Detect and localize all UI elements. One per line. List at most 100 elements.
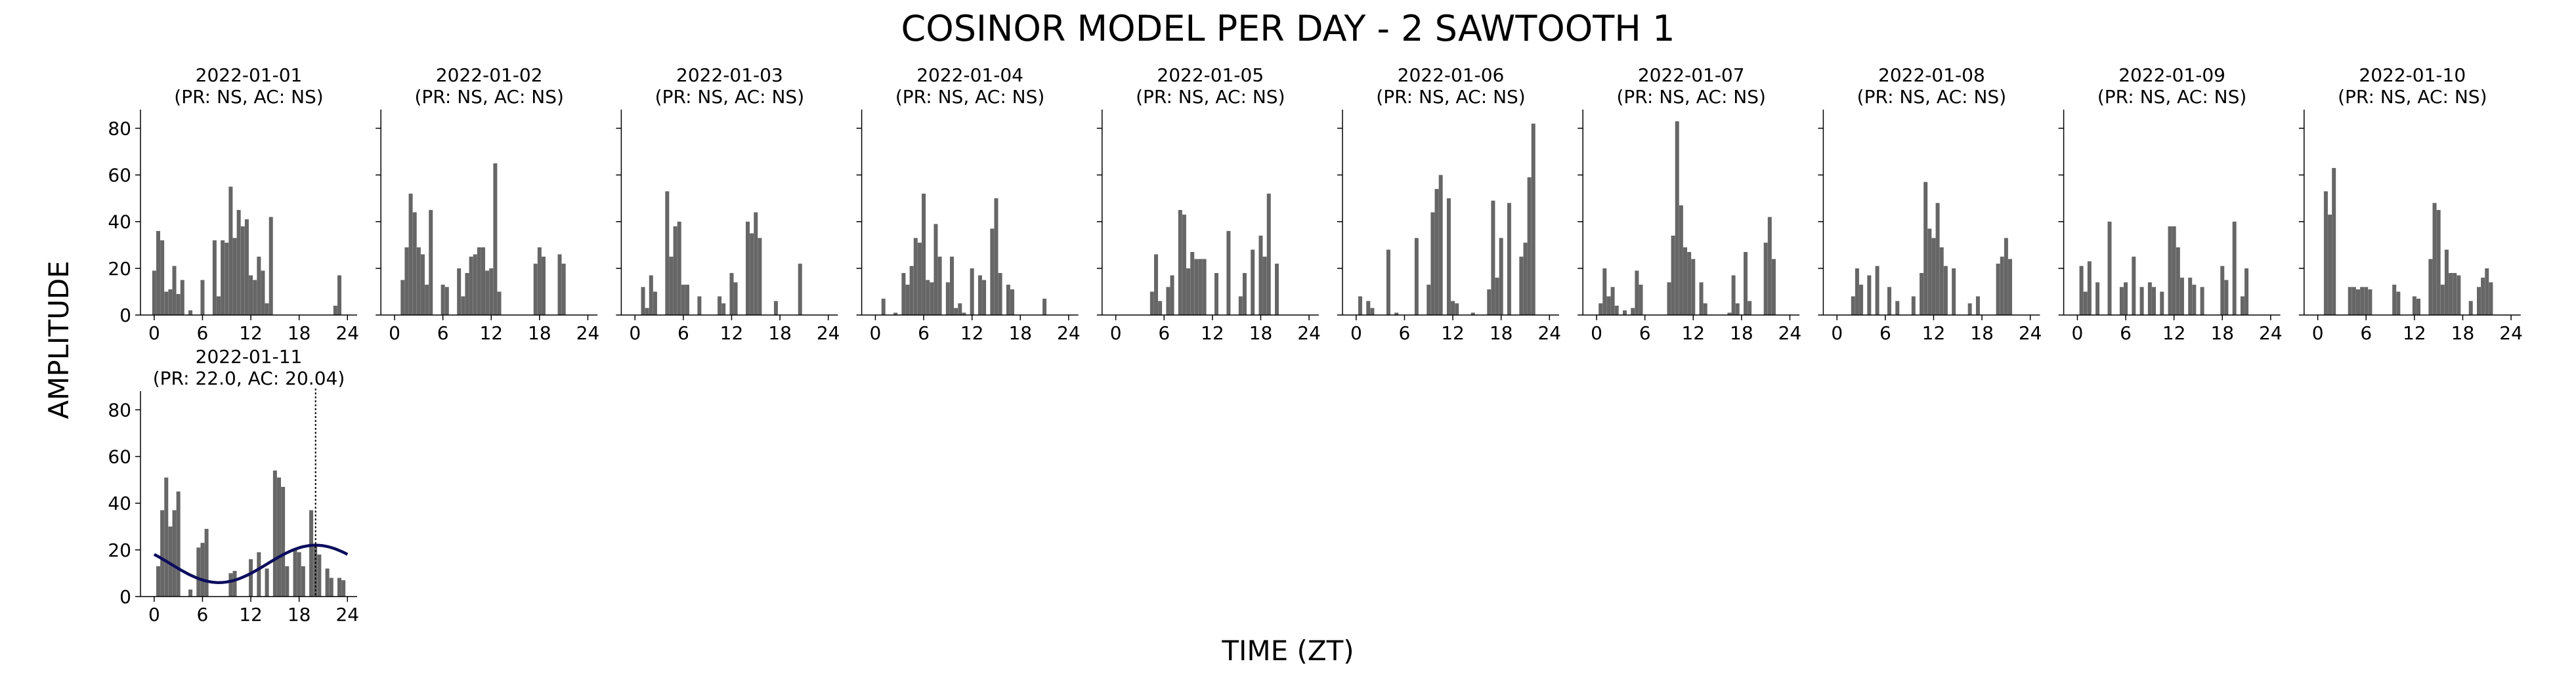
bar bbox=[337, 275, 342, 315]
bar bbox=[225, 242, 229, 315]
x-tick-label: 12 bbox=[1441, 322, 1465, 344]
bar bbox=[1671, 236, 1675, 315]
bar bbox=[1366, 301, 1371, 315]
x-tick-label: 12 bbox=[1681, 322, 1705, 344]
bar bbox=[408, 194, 413, 315]
bar bbox=[2364, 287, 2369, 315]
bar bbox=[1358, 296, 1362, 315]
bar bbox=[1622, 310, 1627, 315]
bar bbox=[2428, 259, 2433, 315]
bar bbox=[341, 580, 346, 597]
x-tick-label: 12 bbox=[239, 604, 263, 625]
panels: 2022-01-01(PR: NS, AC: NS)0 6 12 18 24020406… bbox=[108, 64, 2523, 625]
x-tick-label: 18 bbox=[2451, 322, 2475, 344]
bar bbox=[1767, 217, 1772, 315]
bar bbox=[1935, 203, 1940, 315]
x-tick-label: 0 bbox=[2312, 322, 2324, 344]
bar bbox=[196, 547, 201, 597]
x-tick-label: 24 bbox=[2259, 322, 2283, 344]
bar bbox=[1427, 284, 1431, 315]
x-tick-label: 12 bbox=[1201, 322, 1224, 344]
bar bbox=[1927, 228, 1932, 315]
bar bbox=[200, 543, 205, 597]
bar bbox=[718, 296, 722, 315]
panel-subtitle: (PR: NS, AC: NS) bbox=[1616, 86, 1765, 108]
bar bbox=[333, 305, 337, 315]
x-tick-label: 6 bbox=[918, 322, 930, 344]
x-tick-label: 18 bbox=[1008, 322, 1032, 344]
bar bbox=[1727, 312, 1732, 315]
x-tick-label: 12 bbox=[2162, 322, 2186, 344]
bar bbox=[2432, 203, 2437, 315]
bar bbox=[2368, 289, 2372, 315]
bar bbox=[1687, 251, 1692, 315]
bar bbox=[754, 212, 758, 315]
x-tick-label: 24 bbox=[1297, 322, 1321, 344]
bar bbox=[1867, 275, 1872, 315]
bar bbox=[1875, 266, 1879, 315]
bar bbox=[557, 254, 562, 315]
x-tick-label: 24 bbox=[335, 322, 359, 344]
bar bbox=[1519, 257, 1524, 315]
bar bbox=[922, 194, 926, 315]
x-tick-label: 24 bbox=[1057, 322, 1081, 344]
bar bbox=[164, 477, 169, 597]
bar bbox=[2160, 291, 2164, 315]
x-tick-label: 0 bbox=[1110, 322, 1122, 344]
bar bbox=[1855, 268, 1859, 315]
bar bbox=[977, 275, 982, 315]
x-tick-label: 6 bbox=[197, 604, 209, 625]
bar bbox=[721, 303, 726, 315]
bar bbox=[750, 233, 754, 315]
panel-date: 2022-01-02 bbox=[436, 64, 543, 86]
bar bbox=[440, 284, 445, 315]
x-tick-label: 6 bbox=[197, 322, 209, 344]
bar bbox=[272, 470, 277, 597]
bar bbox=[2172, 226, 2176, 315]
bar bbox=[1491, 200, 1495, 315]
bar bbox=[156, 230, 160, 315]
bar bbox=[1394, 312, 1399, 315]
panel-subtitle: (PR: NS, AC: NS) bbox=[1376, 86, 1525, 108]
bar bbox=[1166, 287, 1170, 315]
bar bbox=[1975, 296, 1980, 315]
y-tick-label: 20 bbox=[108, 258, 131, 280]
bar bbox=[257, 257, 261, 315]
bar bbox=[665, 191, 670, 315]
x-tick-label: 12 bbox=[1922, 322, 1946, 344]
bar bbox=[2457, 275, 2461, 315]
bar bbox=[253, 280, 257, 315]
bar bbox=[982, 280, 987, 315]
bar bbox=[1691, 259, 1696, 315]
bar bbox=[1414, 238, 1419, 315]
panel-subtitle: (PR: NS, AC: NS) bbox=[1136, 86, 1285, 108]
bar bbox=[1731, 275, 1736, 315]
x-axis-label: TIME (ZT) bbox=[1221, 635, 1354, 667]
bar bbox=[1531, 123, 1535, 315]
bar bbox=[641, 287, 645, 315]
bar bbox=[212, 240, 217, 315]
bar bbox=[1996, 263, 2000, 315]
bar bbox=[937, 257, 942, 315]
x-tick-label: 6 bbox=[1399, 322, 1411, 344]
bar bbox=[1920, 272, 1924, 315]
bar bbox=[1599, 303, 1603, 315]
bar bbox=[1699, 282, 1704, 315]
bar bbox=[228, 573, 233, 597]
x-tick-label: 12 bbox=[239, 322, 263, 344]
bar bbox=[1178, 209, 1182, 315]
bar bbox=[461, 296, 465, 315]
bar bbox=[901, 272, 906, 315]
bar bbox=[481, 247, 486, 315]
bar bbox=[1911, 296, 1916, 315]
bar bbox=[998, 272, 1002, 315]
y-tick-label: 60 bbox=[108, 165, 131, 186]
x-tick-label: 24 bbox=[2019, 322, 2042, 344]
x-tick-label: 0 bbox=[1831, 322, 1843, 344]
bar bbox=[1275, 263, 1279, 315]
bar bbox=[1214, 272, 1219, 315]
bar bbox=[2328, 215, 2332, 315]
bar bbox=[2348, 287, 2352, 315]
bar bbox=[1370, 308, 1375, 315]
bar bbox=[1438, 175, 1443, 315]
